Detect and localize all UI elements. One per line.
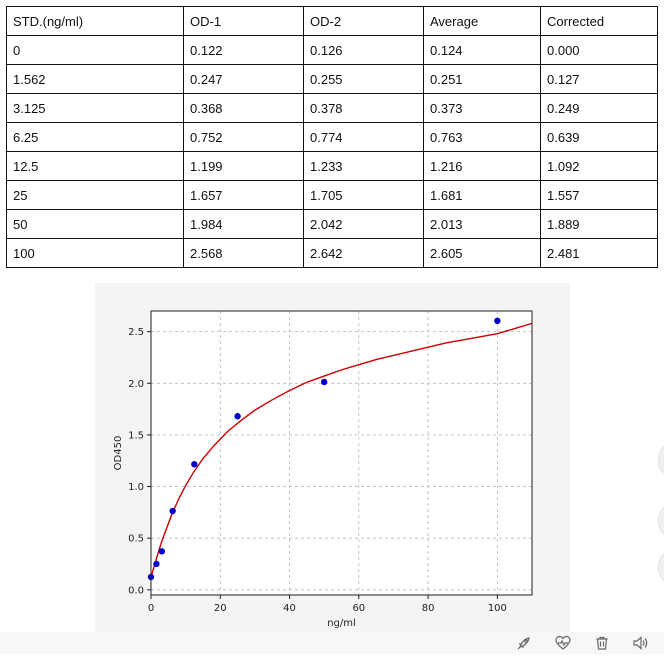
table-header-cell: OD-1 xyxy=(183,6,304,36)
side-scroll-bubble[interactable] xyxy=(658,553,664,581)
y-tick-label: 0.0 xyxy=(128,585,144,596)
table-cell: 50 xyxy=(6,209,184,239)
table-cell: 1.657 xyxy=(183,180,304,210)
table-cell: 3.125 xyxy=(6,93,184,123)
bottom-toolbar xyxy=(0,632,664,654)
data-points-layer xyxy=(147,317,501,581)
side-scroll-bubble[interactable] xyxy=(658,446,664,474)
x-tick-label: 100 xyxy=(488,603,507,614)
table-cell: 1.216 xyxy=(423,151,541,181)
standard-curve-chart: 0 20 40 60 80 100 0.0 0.5 1.0 1.5 2.0 2.5 ng/ml OD4… xyxy=(95,283,570,632)
table-cell: 0.122 xyxy=(183,35,304,65)
table-cell: 0.124 xyxy=(423,35,541,65)
table-cell: 1.889 xyxy=(540,209,658,239)
table-cell: 1.705 xyxy=(303,180,424,210)
table-cell: 0.127 xyxy=(540,64,658,94)
table-cell: 0.752 xyxy=(183,122,304,152)
table-row: 12.5 1.199 1.233 1.216 1.092 xyxy=(6,151,658,181)
trash-icon[interactable] xyxy=(594,635,610,651)
rocket-icon[interactable] xyxy=(516,635,532,651)
y-tick-label: 2.0 xyxy=(128,379,144,390)
y-tick-label: 0.5 xyxy=(128,534,144,545)
table-cell: 100 xyxy=(6,238,184,268)
table-cell: 0.774 xyxy=(303,122,424,152)
table-row: 25 1.657 1.705 1.681 1.557 xyxy=(6,180,658,210)
table-cell: 1.984 xyxy=(183,209,304,239)
table-cell: 0.000 xyxy=(540,35,658,65)
fit-curve-layer xyxy=(150,322,533,578)
table-row: 3.125 0.368 0.378 0.373 0.249 xyxy=(6,93,658,123)
table-cell: 2.568 xyxy=(183,238,304,268)
heart-pulse-icon[interactable] xyxy=(555,635,571,651)
table-cell: 0.249 xyxy=(540,93,658,123)
table-header-row: STD.(ng/ml) OD-1 OD-2 Average Corrected xyxy=(6,6,658,36)
table-header-cell: Average xyxy=(423,6,541,36)
plot-frame xyxy=(150,310,533,596)
data-point xyxy=(494,317,501,325)
data-point xyxy=(191,461,198,468)
table-cell: 0.373 xyxy=(423,93,541,123)
table-cell: 0.763 xyxy=(423,122,541,152)
table-cell: 25 xyxy=(6,180,184,210)
table-header-cell: OD-2 xyxy=(303,6,424,36)
table-cell: 0.255 xyxy=(303,64,424,94)
table-header-cell: Corrected xyxy=(540,6,658,36)
data-point xyxy=(153,560,160,568)
table-cell: 0.378 xyxy=(303,93,424,123)
table-cell: 0.126 xyxy=(303,35,424,65)
x-tick-label: 20 xyxy=(214,603,227,614)
table-cell: 2.481 xyxy=(540,238,658,268)
table-header-cell: STD.(ng/ml) xyxy=(6,6,184,36)
table-cell: 0 xyxy=(6,35,184,65)
table-row: 6.25 0.752 0.774 0.763 0.639 xyxy=(6,122,658,152)
x-tick-label: 80 xyxy=(422,603,435,614)
fit-curve-line xyxy=(150,322,533,578)
y-tick-label: 2.5 xyxy=(128,327,144,338)
x-tick-label: 60 xyxy=(352,603,365,614)
x-tick-label: 0 xyxy=(148,603,154,614)
data-point xyxy=(158,548,166,555)
table-row: 100 2.568 2.642 2.605 2.481 xyxy=(6,238,658,268)
table-cell: 1.092 xyxy=(540,151,658,181)
y-axis-label: OD450 xyxy=(113,436,124,471)
side-scroll-bubble[interactable] xyxy=(658,507,664,535)
table-row: 50 1.984 2.042 2.013 1.889 xyxy=(6,209,658,239)
table-cell: 1.199 xyxy=(183,151,304,181)
y-tick-label: 1.5 xyxy=(128,430,144,441)
table-cell: 0.251 xyxy=(423,64,541,94)
y-tick-label: 1.0 xyxy=(128,482,144,493)
table-cell: 1.557 xyxy=(540,180,658,210)
table-cell: 0.247 xyxy=(183,64,304,94)
table-row: 1.562 0.247 0.255 0.251 0.127 xyxy=(6,64,658,94)
table-row: 0 0.122 0.126 0.124 0.000 xyxy=(6,35,658,65)
table-cell: 2.013 xyxy=(423,209,541,239)
axis-ticks: 0 20 40 60 80 100 0.0 0.5 1.0 1.5 2.0 2.5 xyxy=(128,327,507,614)
standard-curve-table: STD.(ng/ml) OD-1 OD-2 Average Corrected … xyxy=(6,6,658,268)
x-tick-label: 40 xyxy=(283,603,296,614)
table-cell: 12.5 xyxy=(6,151,184,181)
data-point xyxy=(320,378,328,386)
data-point xyxy=(234,413,241,420)
table-cell: 1.562 xyxy=(6,64,184,94)
table-cell: 2.605 xyxy=(423,238,541,268)
table-cell: 2.642 xyxy=(303,238,424,268)
table-cell: 6.25 xyxy=(6,122,184,152)
chart-canvas: 0 20 40 60 80 100 0.0 0.5 1.0 1.5 2.0 2.5 ng/ml OD4… xyxy=(113,310,533,629)
speaker-icon[interactable] xyxy=(632,635,648,651)
table-cell: 1.681 xyxy=(423,180,541,210)
table-cell: 0.639 xyxy=(540,122,658,152)
table-cell: 2.042 xyxy=(303,209,424,239)
data-point xyxy=(169,507,176,515)
plot-area xyxy=(151,311,532,595)
x-axis-label: ng/ml xyxy=(327,618,356,629)
table-cell: 1.233 xyxy=(303,151,424,181)
table-cell: 0.368 xyxy=(183,93,304,123)
